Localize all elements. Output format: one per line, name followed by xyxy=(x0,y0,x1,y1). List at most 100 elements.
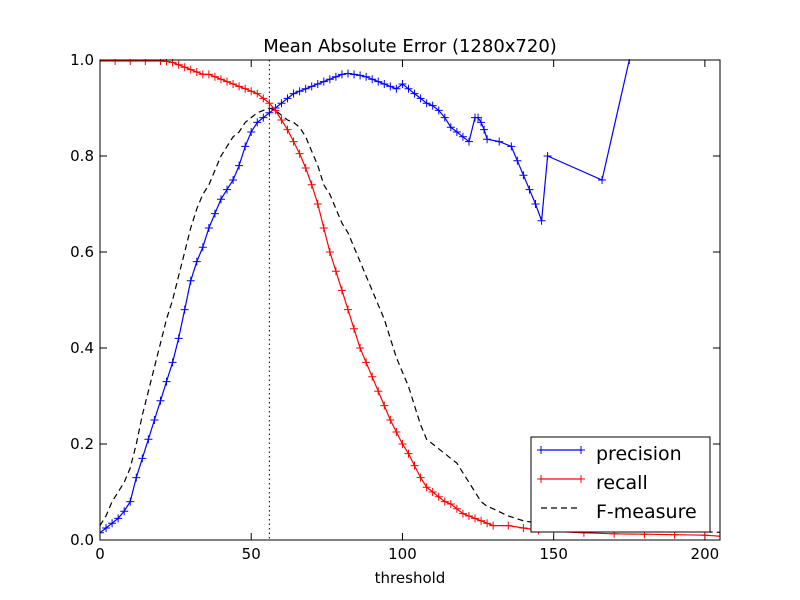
series-group xyxy=(100,59,720,541)
data-point-recall xyxy=(434,492,443,501)
data-point-precision xyxy=(477,118,486,127)
data-point-precision xyxy=(380,80,389,88)
series-line-f-measure xyxy=(100,107,720,533)
legend-label-f-measure: F-measure xyxy=(596,501,697,523)
data-point-recall xyxy=(464,512,473,520)
data-point-precision xyxy=(483,135,492,144)
data-point-recall xyxy=(386,416,395,424)
data-point-precision xyxy=(356,71,365,80)
data-point-precision xyxy=(295,87,304,96)
data-point-recall xyxy=(271,106,280,115)
data-point-precision xyxy=(156,396,165,405)
data-point-recall xyxy=(283,125,292,134)
data-point-precision xyxy=(277,99,286,108)
data-point-precision xyxy=(474,113,483,122)
data-point-precision xyxy=(337,70,346,79)
data-point-precision xyxy=(507,142,516,151)
data-point-precision xyxy=(241,142,250,151)
data-point-recall xyxy=(477,516,486,525)
legend-label-precision: precision xyxy=(596,443,682,465)
x-tick-label: 150 xyxy=(539,545,568,563)
data-point-precision xyxy=(108,519,117,528)
legend-marker-recall xyxy=(577,475,585,483)
data-point-recall xyxy=(422,483,431,492)
data-point-recall xyxy=(716,532,720,541)
data-point-precision xyxy=(283,94,292,103)
data-point-precision xyxy=(168,358,177,367)
data-point-precision xyxy=(458,132,467,141)
data-point-precision xyxy=(428,101,437,110)
data-point-precision xyxy=(325,75,334,84)
data-point-precision xyxy=(223,185,232,194)
y-tick-label: 0.2 xyxy=(70,435,94,453)
data-point-recall xyxy=(458,509,467,518)
data-point-precision xyxy=(446,123,455,132)
data-point-recall xyxy=(374,387,383,396)
y-tick-label: 1.0 xyxy=(70,51,94,69)
data-point-recall xyxy=(319,224,328,232)
data-point-recall xyxy=(362,358,371,367)
data-point-recall xyxy=(235,82,244,91)
data-point-precision xyxy=(180,305,189,314)
data-point-recall xyxy=(265,99,274,108)
data-point-precision xyxy=(495,137,504,146)
data-point-recall xyxy=(398,440,407,448)
data-point-precision xyxy=(368,75,377,84)
data-point-recall xyxy=(204,70,213,79)
data-point-recall xyxy=(259,94,268,103)
data-point-precision xyxy=(598,176,607,184)
data-point-recall xyxy=(380,401,389,410)
data-point-precision xyxy=(543,152,552,160)
data-point-recall xyxy=(192,68,201,76)
data-point-recall xyxy=(483,519,492,528)
data-point-recall xyxy=(141,59,150,65)
data-point-recall xyxy=(180,63,189,72)
data-point-precision xyxy=(434,106,443,115)
data-point-precision xyxy=(513,156,522,165)
data-point-precision xyxy=(259,113,268,122)
data-point-precision xyxy=(416,94,425,103)
data-point-recall xyxy=(229,80,238,88)
data-point-precision xyxy=(253,118,262,127)
data-point-precision xyxy=(235,161,244,170)
data-point-precision xyxy=(174,334,183,343)
data-point-recall xyxy=(295,149,304,158)
data-point-precision xyxy=(102,524,111,532)
data-point-recall xyxy=(337,286,346,295)
data-point-precision xyxy=(120,507,129,516)
data-point-precision xyxy=(344,69,352,78)
data-point-recall xyxy=(404,449,413,458)
data-point-precision xyxy=(452,128,461,136)
legend-marker-precision xyxy=(537,446,545,454)
data-point-precision xyxy=(392,84,401,93)
data-point-recall xyxy=(253,89,262,98)
data-point-recall xyxy=(471,514,480,523)
data-point-precision xyxy=(386,82,395,91)
data-point-precision xyxy=(100,528,104,537)
data-point-precision xyxy=(313,80,322,88)
data-point-precision xyxy=(265,108,274,117)
data-point-precision xyxy=(440,113,449,122)
data-point-recall xyxy=(241,84,250,93)
data-point-precision xyxy=(150,416,159,424)
data-point-recall xyxy=(216,75,225,84)
data-point-precision xyxy=(307,82,316,91)
data-point-precision xyxy=(198,243,207,252)
data-point-recall xyxy=(344,305,352,314)
data-point-precision xyxy=(525,185,534,194)
data-point-recall xyxy=(325,248,334,256)
data-point-recall xyxy=(223,77,232,86)
legend: precision recall F-measure xyxy=(530,436,711,533)
data-point-precision xyxy=(331,72,340,81)
data-point-precision xyxy=(204,224,213,232)
data-point-precision xyxy=(138,454,147,463)
data-point-precision xyxy=(192,257,201,266)
data-point-recall xyxy=(277,116,286,124)
data-point-precision xyxy=(132,473,141,482)
data-point-recall xyxy=(440,497,449,506)
data-point-precision xyxy=(144,435,153,444)
data-point-recall xyxy=(519,524,528,532)
legend-label-recall: recall xyxy=(596,472,648,494)
data-point-recall xyxy=(210,72,219,81)
data-point-precision xyxy=(374,77,383,86)
